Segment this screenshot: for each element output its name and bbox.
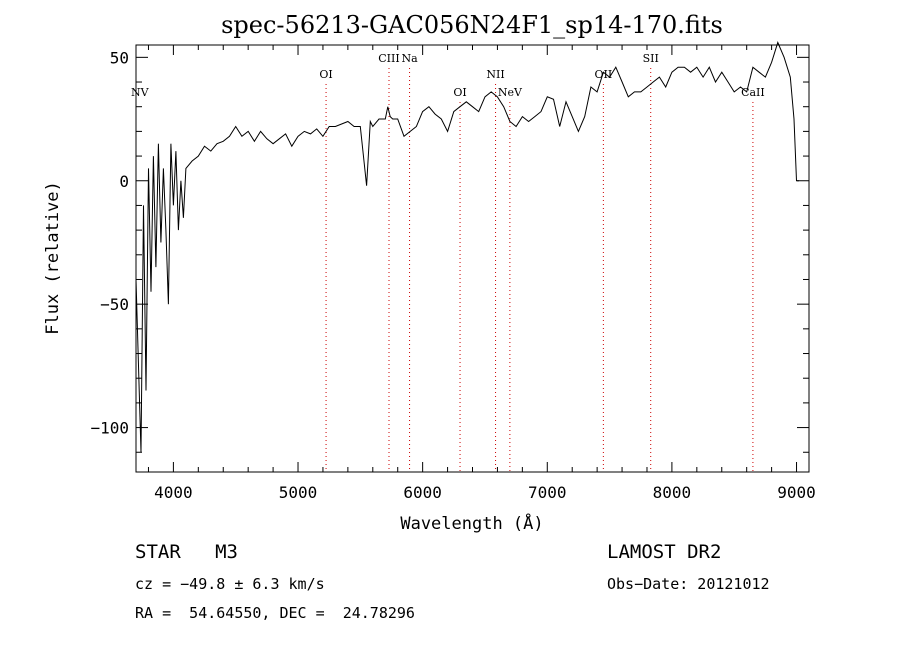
spectral-line-label: CIII — [378, 52, 399, 65]
spectrum-line — [135, 41, 799, 453]
x-tick-label: 6000 — [403, 483, 442, 502]
y-axis-label: Flux (relative) — [43, 181, 63, 335]
spectral-line-label: NeV — [498, 86, 523, 99]
sky-coordinates: RA = 54.64550, DEC = 24.78296 — [135, 604, 415, 622]
observation-date: Obs−Date: 20121012 — [607, 575, 770, 593]
star-class: STAR M3 — [135, 543, 238, 562]
survey-name: LAMOST DR2 — [607, 541, 722, 563]
x-tick-label: 8000 — [653, 483, 692, 502]
x-tick-label: 9000 — [777, 483, 816, 502]
plot-frame — [135, 44, 810, 473]
y-tick-label: −50 — [100, 295, 129, 314]
spectral-line-label: OI — [453, 86, 466, 99]
chart-title: spec-56213-GAC056N24F1_sp14-170.fits — [221, 11, 723, 39]
y-tick-label: 50 — [110, 48, 129, 67]
x-tick-label: 4000 — [154, 483, 193, 502]
y-tick-label: −100 — [90, 419, 129, 438]
y-tick-label: 0 — [119, 172, 129, 191]
redshift-velocity: cz = −49.8 ± 6.3 km/s — [135, 575, 325, 593]
axis-ticks: 4000 5000 6000 7000 8000 9000 50 0 −50 −100 — [90, 45, 816, 502]
spectral-line-markers: NV OI CIII Na OI NII NeV OII SII CaII — [131, 52, 765, 472]
x-tick-label: 7000 — [528, 483, 567, 502]
x-tick-label: 5000 — [279, 483, 318, 502]
subclass-label: M3 — [215, 541, 238, 563]
spectral-line-label: NII — [486, 68, 504, 81]
spectral-line-label: CaII — [741, 86, 765, 99]
spectral-line-label: Na — [401, 52, 418, 65]
spectral-line-label: SII — [643, 52, 659, 65]
spectral-line-label: OII — [595, 68, 613, 81]
x-axis-label: Wavelength (Å) — [400, 512, 543, 534]
spectral-line-label: OI — [319, 68, 332, 81]
class-label: STAR — [135, 541, 181, 563]
spectral-line-label: NV — [131, 86, 150, 99]
